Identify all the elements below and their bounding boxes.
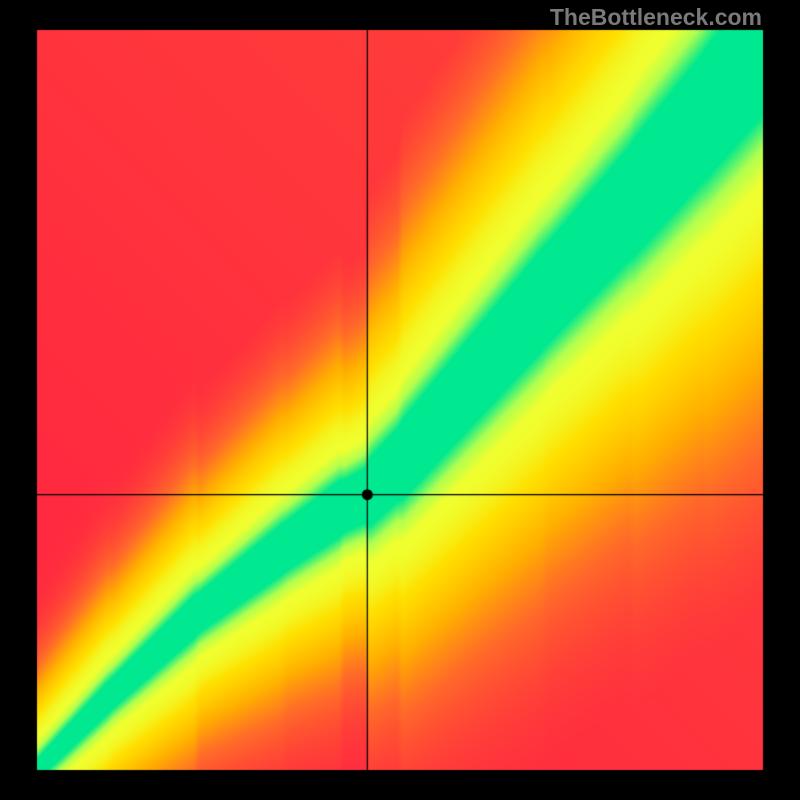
watermark-text: TheBottleneck.com — [550, 4, 762, 31]
bottleneck-heatmap — [0, 0, 800, 800]
